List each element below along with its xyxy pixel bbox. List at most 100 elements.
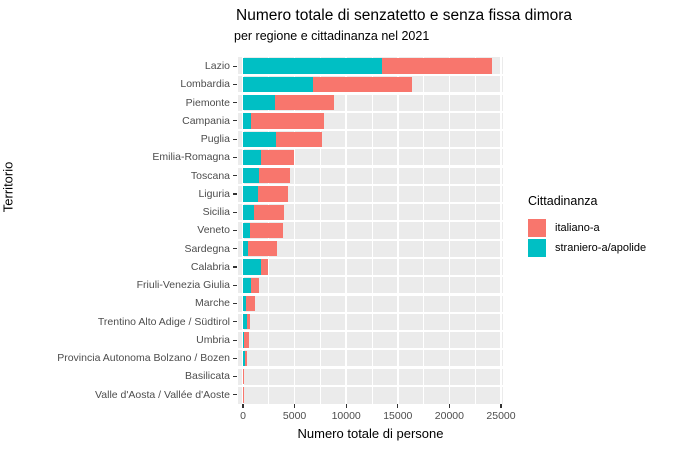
gridline-major-h [238, 275, 503, 278]
gridline-major-h [238, 329, 503, 333]
y-tick-mark [233, 102, 237, 104]
bar-segment-straniero-a-apolide [243, 277, 252, 293]
bar-segment-straniero-a-apolide [243, 94, 275, 111]
bar-segment-italiano-a [274, 94, 334, 111]
y-tick-mark [233, 266, 237, 268]
x-tick-mark [500, 404, 502, 408]
y-tick-mark [233, 156, 237, 158]
y-tick-label: Umbria [196, 333, 230, 346]
gridline-major-v [293, 57, 296, 404]
y-tick-mark [233, 394, 237, 396]
y-tick-mark [233, 376, 237, 378]
y-tick-mark [233, 229, 237, 232]
gridline-major-v [448, 57, 451, 404]
legend-item-straniero: straniero-a/apolide [528, 238, 646, 258]
y-tick-mark [233, 83, 237, 85]
y-tick-label: Basilicata [185, 370, 230, 383]
legend-label-straniero: straniero-a/apolide [555, 242, 647, 254]
bar-segment-italiano-a [253, 204, 285, 220]
y-tick-mark [233, 357, 237, 359]
x-tick-mark [345, 404, 347, 408]
y-tick-mark [233, 120, 237, 122]
x-axis-title: Numero totale di persone [297, 426, 444, 441]
chart-subtitle: per regione e cittadinanza nel 2021 [234, 29, 430, 43]
x-tick-label: 25000 [486, 410, 516, 422]
gridline-minor-v [474, 57, 476, 404]
gridline-major-h [238, 366, 503, 369]
bar-segment-straniero-a-apolide [243, 58, 383, 74]
y-tick-label: Trentino Alto Adige / Südtirol [97, 315, 230, 328]
bar-segment-italiano-a [251, 113, 324, 129]
gridline-major-h [238, 220, 503, 223]
bar-segment-straniero-a-apolide [243, 241, 249, 257]
gridline-major-h [238, 92, 503, 95]
x-tick-label: 15000 [383, 410, 413, 422]
x-tick-mark [397, 404, 399, 408]
y-tick-mark [233, 321, 237, 323]
gridline-minor-v [423, 57, 424, 404]
y-tick-mark [233, 248, 237, 250]
y-tick-label: Campania [182, 114, 230, 127]
gridline-major-h [238, 183, 503, 186]
gridline-minor-v [320, 57, 321, 404]
bar-segment-straniero-a-apolide [243, 113, 252, 129]
y-tick-label: Lombardia [180, 78, 230, 91]
legend-title: Cittadinanza [528, 194, 598, 208]
x-tick-mark [448, 404, 450, 408]
bar-segment-italiano-a [245, 295, 256, 312]
bar-segment-straniero-a-apolide [243, 149, 261, 166]
y-tick-label: Marche [194, 297, 230, 310]
gridline-major-v [397, 57, 399, 404]
bar-segment-straniero-a-apolide [243, 76, 314, 93]
y-tick-mark [233, 193, 237, 195]
bar-segment-italiano-a [258, 168, 290, 184]
gridline-major-h [238, 147, 503, 150]
bar-segment-italiano-a [313, 76, 413, 93]
y-tick-label: Provincia Autonoma Bolzano / Bozen [57, 352, 230, 365]
gridline-major-h [238, 293, 503, 296]
y-tick-label: Sardegna [184, 242, 230, 255]
legend-label-italiano: italiano-a [555, 222, 600, 234]
y-tick-label: Valle d'Aosta / Vallée d'Aoste [95, 388, 230, 401]
y-tick-mark [233, 303, 237, 305]
y-tick-mark [233, 138, 237, 140]
gridline-major-h [238, 238, 503, 241]
y-tick-label: Piemonte [185, 96, 230, 109]
y-tick-label: Friuli-Venezia Giulia [136, 279, 230, 292]
bar-segment-straniero-a-apolide [243, 295, 246, 312]
y-tick-label: Toscana [190, 169, 230, 182]
bar-segment-italiano-a [251, 277, 259, 293]
y-tick-mark [233, 175, 237, 177]
legend: Cittadinanza italiano-a straniero-a/apol… [528, 194, 646, 258]
bar-segment-italiano-a [250, 222, 283, 239]
x-tick-label: 10000 [331, 410, 361, 422]
bar-segment-straniero-a-apolide [243, 204, 254, 220]
bar-segment-italiano-a [382, 58, 492, 74]
bar-segment-italiano-a [257, 186, 288, 202]
gridline-major-h [238, 128, 503, 132]
plot-panel [238, 57, 503, 404]
y-tick-label: Emilia-Romagna [152, 151, 230, 164]
y-tick-label: Veneto [197, 224, 230, 237]
chart-title: Numero totale di senzatetto e senza fiss… [236, 7, 573, 24]
y-tick-label: Lazio [204, 60, 230, 72]
x-tick-mark [294, 404, 296, 408]
bar-segment-straniero-a-apolide [243, 168, 259, 184]
y-tick-mark [233, 339, 237, 341]
y-tick-label: Liguria [198, 187, 230, 200]
bar-segment-straniero-a-apolide [243, 314, 247, 330]
bar-segment-italiano-a [248, 241, 277, 257]
bar-segment-italiano-a [243, 368, 245, 385]
y-tick-label: Puglia [200, 133, 230, 146]
gridline-major-h [238, 110, 503, 113]
gridline-major-v [500, 57, 502, 404]
y-tick-label: Sicilia [202, 206, 230, 219]
bar-segment-italiano-a [246, 314, 250, 330]
gridline-major-h [238, 256, 503, 259]
gridline-major-v [345, 57, 347, 404]
x-tick-label: 20000 [434, 410, 464, 422]
gridline-major-h [238, 384, 503, 387]
y-tick-label: Calabria [190, 260, 230, 273]
bar-segment-italiano-a [243, 332, 250, 348]
